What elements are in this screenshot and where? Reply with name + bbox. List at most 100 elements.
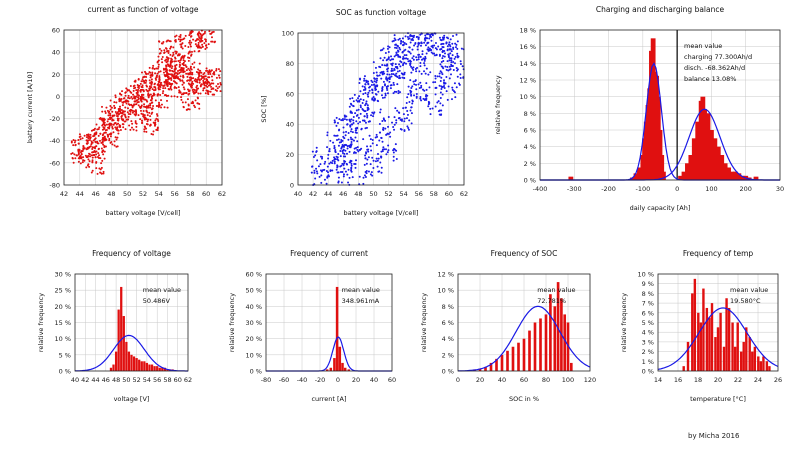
sv-point — [368, 89, 371, 92]
cv-point — [189, 45, 192, 48]
cv-point — [158, 75, 161, 78]
cv-point — [105, 138, 108, 141]
sv-point — [375, 71, 378, 74]
sv-point — [386, 73, 389, 76]
cv-point — [85, 166, 88, 169]
cv-ytick-label: 20 — [52, 71, 60, 79]
cv-point — [129, 84, 132, 87]
cv-point — [162, 87, 165, 90]
cv-point — [189, 85, 192, 88]
cv-point — [120, 114, 123, 117]
cv-point — [149, 104, 152, 107]
cv-point — [202, 33, 205, 36]
sv-point — [392, 126, 395, 129]
sv-point — [431, 107, 434, 110]
sv-point — [364, 83, 367, 86]
bal-ytick-label: 2 % — [524, 160, 536, 168]
fv-annotation: mean value — [143, 286, 181, 294]
sv-point — [401, 57, 404, 60]
cv-point — [198, 71, 201, 74]
sv-point — [442, 46, 445, 49]
sv-point — [395, 90, 398, 93]
cv-point — [213, 73, 216, 76]
cv-point — [218, 85, 221, 88]
cv-xtick-label: 58 — [186, 190, 194, 198]
fv-xtick-label: 50 — [122, 376, 130, 384]
sv-point — [451, 54, 454, 57]
cv-point — [158, 48, 161, 51]
cv-point — [156, 129, 159, 132]
sv-point — [336, 138, 339, 141]
sv-point — [351, 131, 354, 134]
sv-point — [439, 91, 442, 94]
sv-point — [350, 128, 353, 131]
cv-point — [152, 104, 155, 107]
fv-bar — [112, 364, 115, 371]
sv-point — [363, 86, 366, 89]
fv-bar — [161, 367, 164, 371]
sv-point — [456, 54, 459, 57]
cv-point — [74, 157, 77, 160]
sv-point — [423, 62, 426, 65]
sv-point — [409, 62, 412, 65]
cv-point — [103, 127, 106, 130]
cv-point — [140, 71, 143, 74]
sv-point — [378, 65, 381, 68]
sv-point — [388, 46, 391, 49]
cv-point — [78, 133, 81, 136]
sv-point — [339, 170, 342, 173]
cv-point — [150, 132, 153, 135]
cv-point — [179, 40, 182, 43]
fs-bar — [549, 294, 552, 371]
cv-point — [73, 153, 76, 156]
sv-point — [347, 168, 350, 171]
cv-point — [116, 136, 119, 139]
cv-point — [217, 68, 220, 71]
fv-ytick-label: 5 % — [59, 351, 71, 359]
sv-point — [400, 118, 403, 121]
fc-ytick-label: 10 % — [245, 351, 262, 359]
cv-point — [85, 142, 88, 145]
sv-point — [412, 68, 415, 71]
sv-point — [370, 84, 373, 87]
cv-point — [104, 137, 107, 140]
sv-point — [359, 112, 362, 115]
sv-point — [423, 70, 426, 73]
sv-point — [430, 39, 433, 42]
sv-point — [387, 133, 390, 136]
sv-point — [381, 148, 384, 151]
sv-point — [371, 174, 374, 177]
sv-point — [366, 158, 369, 161]
sv-point — [434, 81, 437, 84]
sv-point — [403, 61, 406, 64]
sv-point — [389, 59, 392, 62]
sv-point — [442, 60, 445, 63]
sv-point — [398, 69, 401, 72]
sv-point — [334, 151, 337, 154]
bal-ytick-label: 12 % — [519, 77, 536, 85]
sv-point — [427, 48, 430, 51]
sv-point — [406, 96, 409, 99]
sv-point — [383, 56, 386, 59]
sv-point — [410, 35, 413, 38]
sv-point — [459, 62, 462, 65]
sv-point — [420, 84, 423, 87]
cv-point — [190, 50, 193, 53]
sv-point — [353, 163, 356, 166]
cv-point — [145, 79, 148, 82]
sv-point — [389, 87, 392, 90]
fv-xtick-label: 40 — [71, 376, 79, 384]
sv-point — [450, 57, 453, 60]
sv-point — [310, 171, 313, 174]
cv-point — [202, 89, 205, 92]
sv-point — [377, 157, 380, 160]
sv-point — [366, 93, 369, 96]
cv-point — [72, 138, 75, 141]
cv-point — [131, 111, 134, 114]
sv-point — [445, 76, 448, 79]
cv-point — [70, 140, 73, 143]
sv-point — [334, 134, 337, 137]
sv-point — [454, 42, 457, 45]
bal-bar — [681, 171, 687, 180]
ft-bar — [708, 317, 711, 371]
